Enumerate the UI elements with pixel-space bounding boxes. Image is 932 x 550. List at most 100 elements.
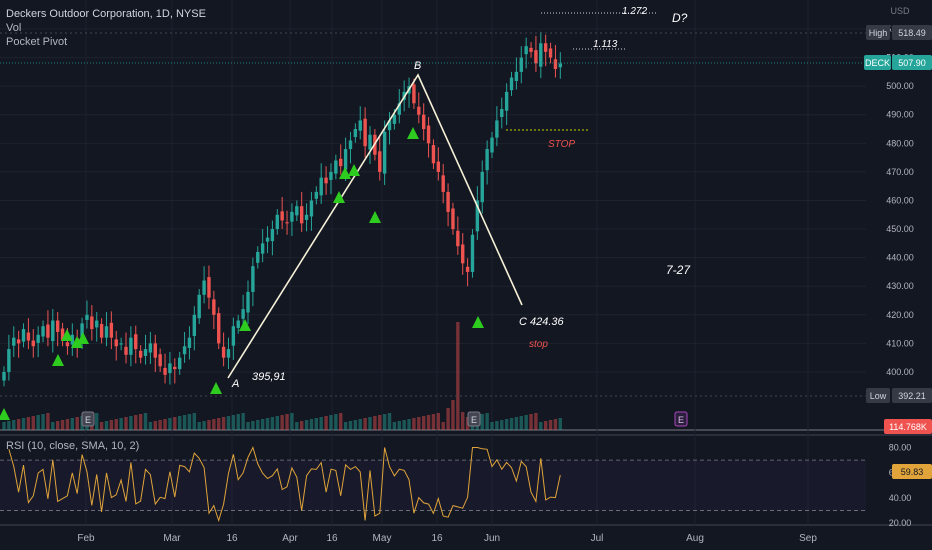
volume-bar [256,420,260,430]
volume-bar [417,417,421,430]
candle-body [441,175,445,192]
symbol-title: Deckers Outdoor Corporation, 1D, NYSE [6,8,206,20]
pocket-pivot-legend[interactable]: Pocket Pivot [6,36,68,48]
time-tick-label: Aug [686,533,704,544]
pocket-pivot-marker [348,164,360,176]
price-axis: USD520.00510.00500.00490.00480.00470.004… [864,6,932,528]
candle-body [304,214,309,220]
rsi-value-tag-bg [892,464,932,479]
volume-tag: 114.768K [889,422,927,432]
candle-body [514,71,519,82]
volume-bar [456,322,460,430]
candle-body [431,145,436,164]
volume-bar [221,417,226,430]
volume-bar [353,420,358,430]
candle-body [138,350,143,358]
volume-bar [304,420,309,430]
volume-bar [441,422,445,430]
price-tick-label: 500.00 [886,81,914,91]
candle-body [21,329,26,342]
pocket-pivot-marker [71,336,83,348]
candle-body [16,339,21,344]
symbol-tag: DECK [865,58,890,68]
rsi-legend[interactable]: RSI (10, close, SMA, 10, 2) [6,440,140,452]
candle-body [334,160,338,174]
candle-body [290,211,294,222]
price-tick-label: 430.00 [886,281,914,291]
candle-body [314,191,319,199]
pocket-pivot-marker [333,191,345,203]
volume-bar [500,420,504,430]
volume-bar [177,416,182,430]
candle-body [368,134,372,150]
candle-body [485,149,489,171]
candle-body [134,334,138,350]
upcoming-earnings-icon [674,411,688,427]
volume-bar [21,418,26,430]
candle-body [500,109,504,118]
candle-body [95,320,99,328]
candle-body [109,322,114,338]
rsi-tick-label: 20.00 [889,518,912,528]
volume-bar [231,415,236,430]
candle-body [504,91,509,111]
candle-body [519,57,523,72]
time-tick-label: Jun [484,533,500,544]
annotation-stop-lower: stop [529,339,548,350]
volume-bar [51,422,55,430]
volume-bar [55,421,60,430]
time-tick-label: Apr [282,533,298,544]
upcoming-earnings-letter: E [678,415,684,425]
volume-bar [490,422,494,430]
volume-bar [265,418,270,430]
candle-body [524,46,528,55]
volume-bar [319,417,323,430]
volume-bar [12,420,16,430]
volume-bar [295,422,299,430]
volume-bar [436,413,441,430]
volume-bar [236,414,240,430]
volume-bar [334,414,338,430]
annotation-date-note: 7-27 [666,263,691,277]
vol-legend[interactable]: Vol [6,22,22,34]
pocket-pivot-marker [239,319,251,331]
candle-body [163,367,167,375]
volume-bar [192,413,197,430]
volume-bar [207,420,211,430]
volume-bar [290,413,294,430]
volume-bar [158,420,162,430]
volume-bar [104,421,109,430]
earnings-icon [467,411,481,427]
candle-body [412,84,416,104]
candle-body [446,191,450,212]
volume-bar [368,417,372,430]
volume-bar [95,413,99,430]
volume-bar [226,416,231,430]
volume-bar [241,413,245,430]
volume-bar [412,418,416,430]
candle-body [65,342,70,347]
volume-bar [387,413,392,430]
volume-bar [509,418,514,430]
candle-body [177,357,182,370]
candle-body [387,120,392,131]
volume-bar [348,421,353,430]
earnings-icon [81,411,95,427]
volume-bar [373,416,377,430]
candle-body [12,337,16,346]
volume-bar [480,414,484,430]
candle-body [309,200,314,217]
volume-bar [504,419,509,430]
candle-body [451,208,455,230]
volume-bar [543,421,548,430]
time-axis: Feb Mar 16 Apr 16 May 16 Jun Jul Aug Sep [77,533,817,544]
high-label-bg [866,25,890,40]
volume-bar [109,420,114,430]
price-tick-label: 440.00 [886,253,914,263]
volume-bar [26,417,31,430]
candle-body [339,158,343,167]
price-tick-label: 450.00 [886,224,914,234]
volume-bar [99,422,104,430]
rsi-pane [0,446,866,523]
candle-body [548,48,553,58]
